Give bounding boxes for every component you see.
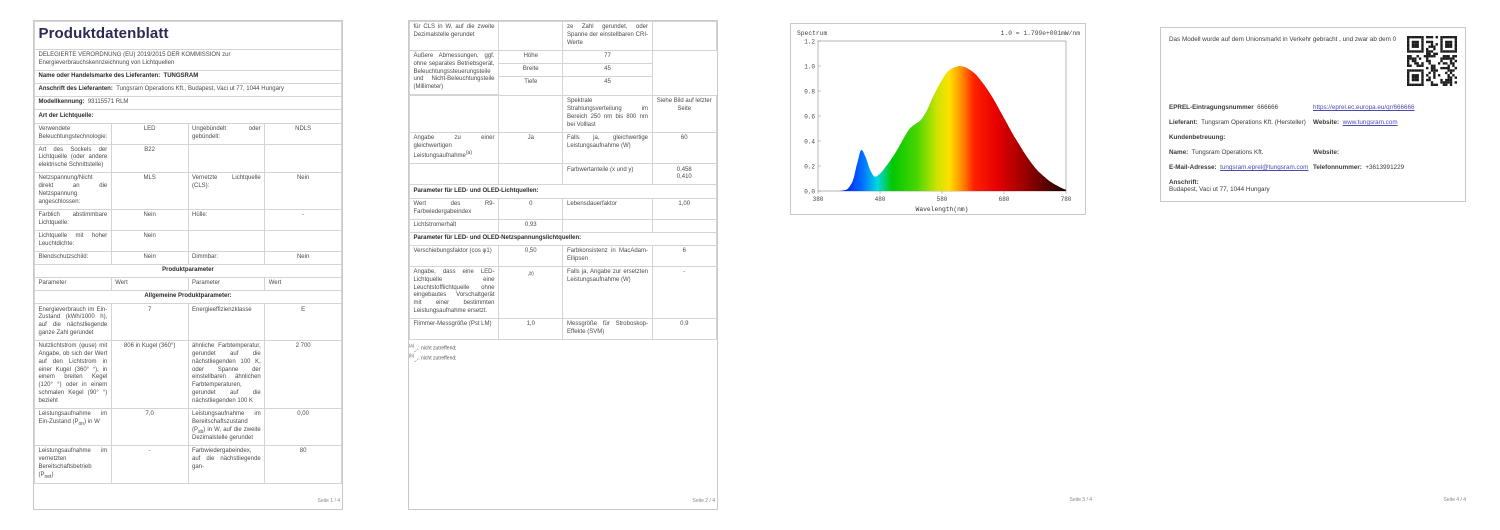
svg-text:0.8: 0.8 — [804, 89, 815, 96]
svg-text:580: 580 — [937, 196, 948, 203]
svg-text:0.4: 0.4 — [804, 139, 815, 146]
svg-text:1.0 = 1.799e+001mW/nm: 1.0 = 1.799e+001mW/nm — [1001, 30, 1081, 37]
svg-text:1.2: 1.2 — [804, 39, 815, 46]
svg-text:0.0: 0.0 — [804, 189, 815, 196]
svg-text:480: 480 — [875, 196, 886, 203]
svg-text:680: 680 — [999, 196, 1010, 203]
svg-text:1.0: 1.0 — [804, 64, 815, 71]
svg-text:0.2: 0.2 — [804, 164, 815, 171]
svg-text:780: 780 — [1061, 196, 1072, 203]
svg-text:0.6: 0.6 — [804, 114, 815, 121]
svg-text:Wavelength(nm): Wavelength(nm) — [916, 206, 969, 213]
svg-text:Spectrum: Spectrum — [797, 30, 827, 37]
svg-text:380: 380 — [813, 196, 824, 203]
